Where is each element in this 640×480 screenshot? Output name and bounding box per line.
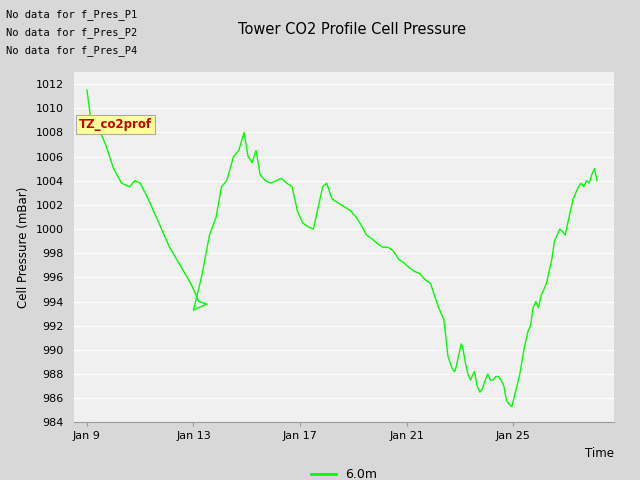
- Text: TZ_co2prof: TZ_co2prof: [79, 118, 152, 131]
- X-axis label: Time: Time: [586, 447, 614, 460]
- Text: No data for f_Pres_P2: No data for f_Pres_P2: [6, 27, 138, 38]
- Text: No data for f_Pres_P4: No data for f_Pres_P4: [6, 45, 138, 56]
- Legend: 6.0m: 6.0m: [305, 463, 383, 480]
- Y-axis label: Cell Pressure (mBar): Cell Pressure (mBar): [17, 187, 30, 308]
- Text: No data for f_Pres_P1: No data for f_Pres_P1: [6, 9, 138, 20]
- Text: Tower CO2 Profile Cell Pressure: Tower CO2 Profile Cell Pressure: [238, 22, 466, 36]
